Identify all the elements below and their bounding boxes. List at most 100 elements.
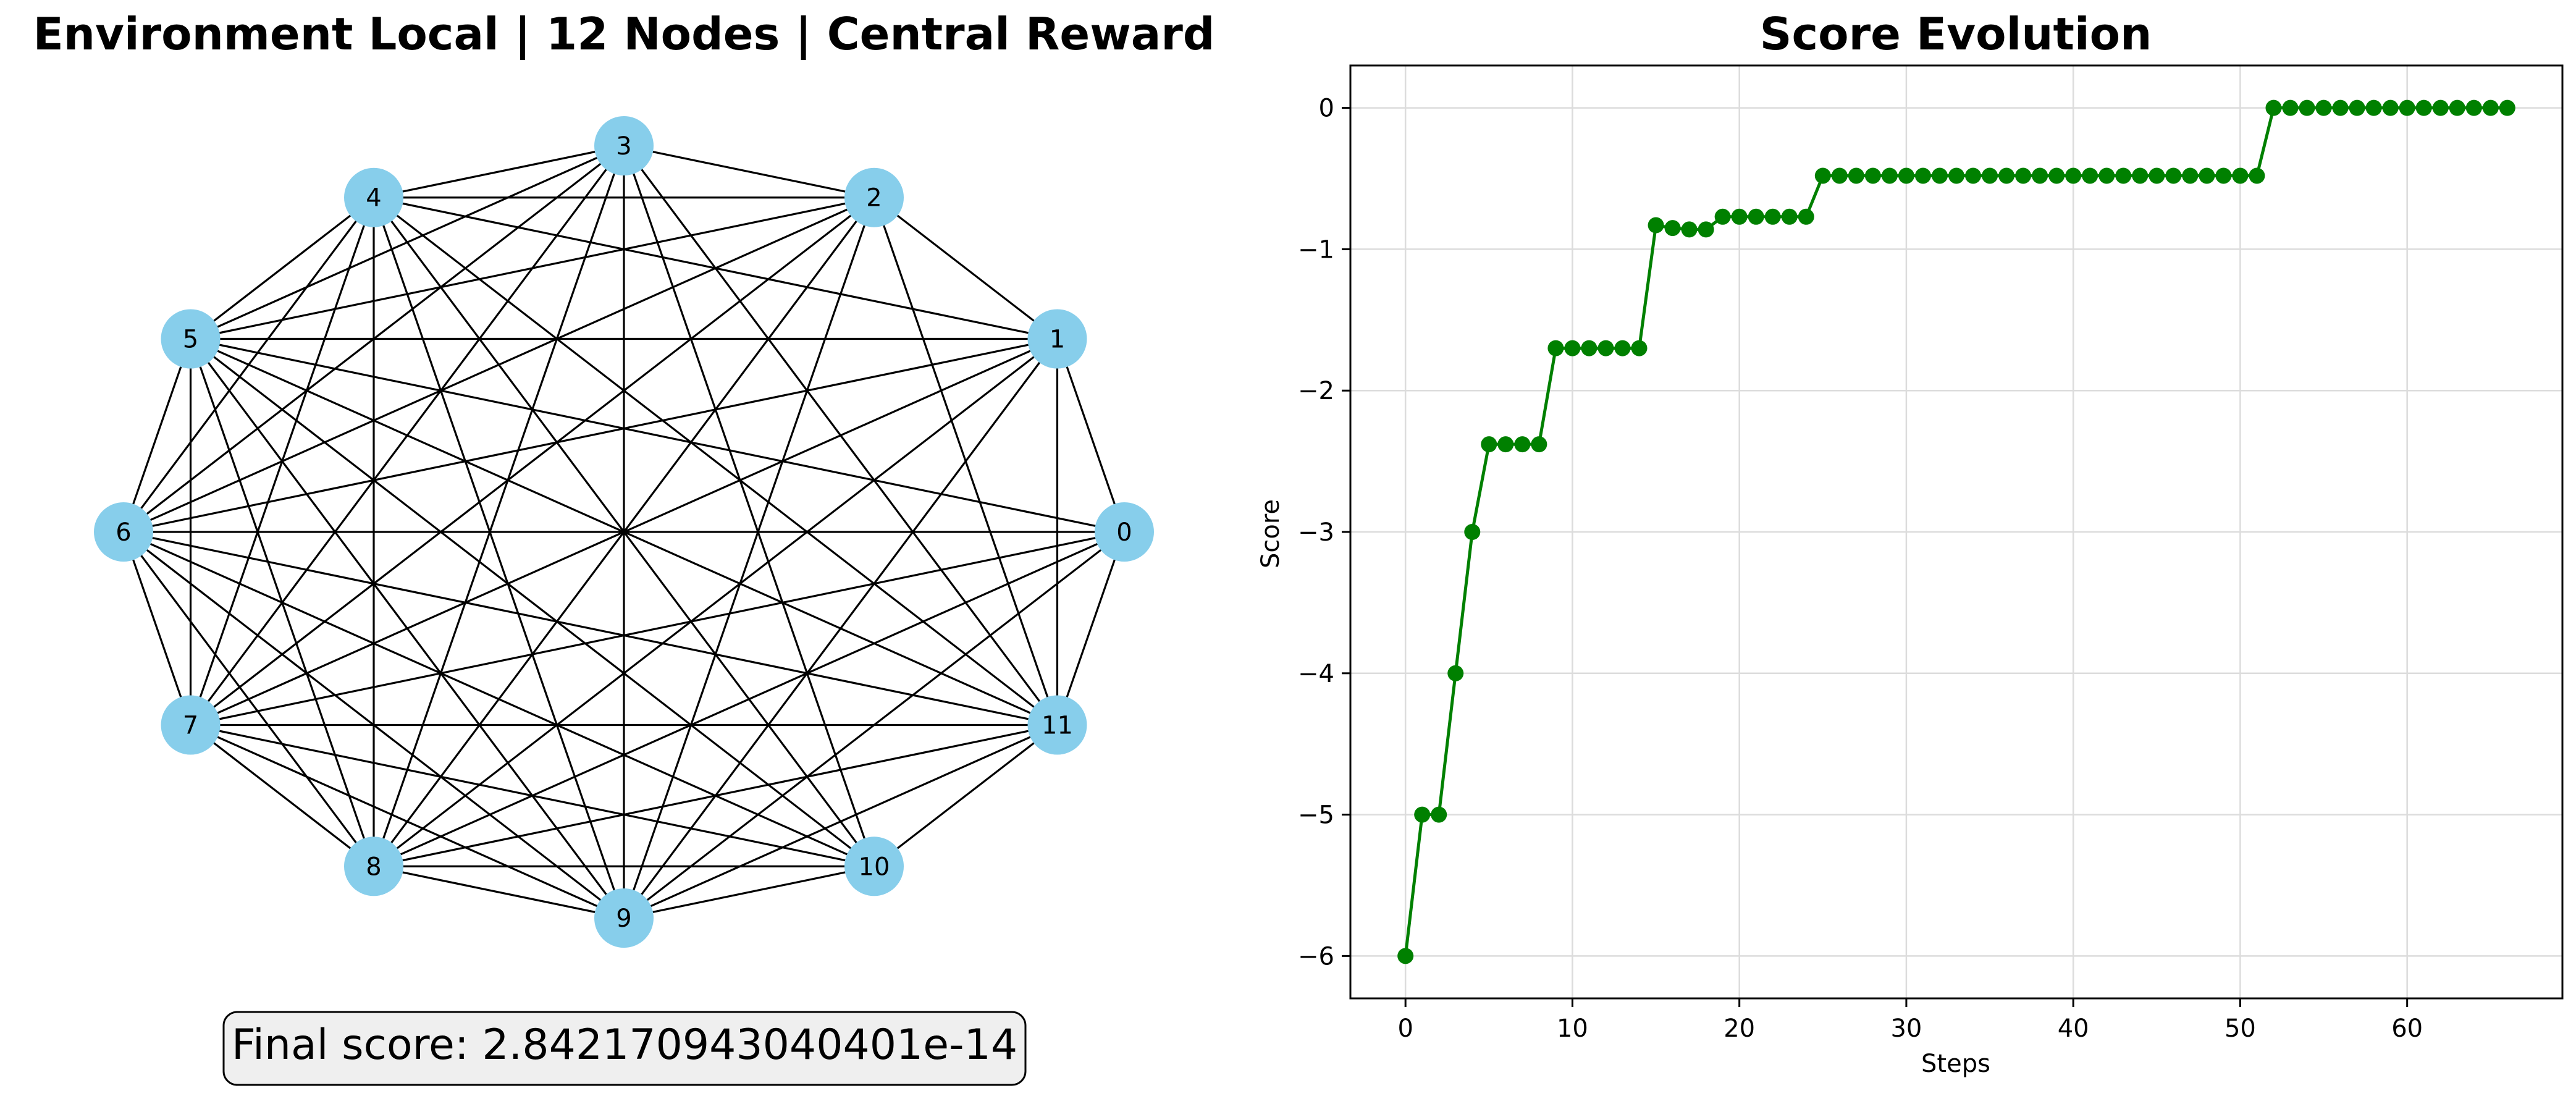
network-edge-2-11 <box>873 197 1058 726</box>
network-edge-1-2 <box>873 196 1058 340</box>
network-edge-5-10 <box>190 338 875 867</box>
data-point <box>2115 167 2132 184</box>
y-tick-label: −3 <box>1298 518 1334 547</box>
data-point <box>1581 340 1597 356</box>
network-edges <box>122 145 1126 919</box>
node-label: 8 <box>366 853 381 881</box>
network-node-4: 4 <box>344 167 403 227</box>
data-point <box>1614 340 1631 356</box>
network-edge-7-10 <box>190 723 875 867</box>
node-circle <box>1027 309 1087 369</box>
x-tick-label: 20 <box>1724 1014 1755 1043</box>
network-edge-4-11 <box>373 196 1058 726</box>
data-point <box>1681 221 1698 238</box>
network-edge-3-10 <box>623 145 875 867</box>
data-point <box>1731 208 1748 225</box>
network-panel: Environment Local | 12 Nodes | Central R… <box>33 8 1215 1086</box>
network-edge-3-4 <box>373 145 625 199</box>
node-label: 10 <box>859 853 890 881</box>
network-node-11: 11 <box>1027 695 1087 755</box>
network-node-3: 3 <box>594 116 654 175</box>
network-edge-6-11 <box>123 531 1058 727</box>
network-edge-2-9 <box>623 197 875 919</box>
node-circle <box>161 309 221 369</box>
data-point <box>2032 167 2048 184</box>
data-point <box>2065 167 2082 184</box>
network-node-9: 9 <box>594 888 654 948</box>
data-point <box>1414 806 1431 823</box>
data-point <box>1914 167 1931 184</box>
network-edge-0-5 <box>190 337 1125 533</box>
network-edge-7-9 <box>190 724 625 919</box>
node-circle <box>94 502 153 562</box>
data-point <box>2299 99 2315 116</box>
network-edge-5-9 <box>190 338 625 919</box>
network-edge-0-7 <box>190 531 1125 727</box>
data-point <box>2165 167 2182 184</box>
node-label: 3 <box>616 132 631 161</box>
data-point <box>2399 99 2415 116</box>
chart-grid <box>1350 65 2562 998</box>
data-point <box>2332 99 2349 116</box>
node-circle <box>1095 502 1154 562</box>
network-edge-5-11 <box>190 338 1058 726</box>
data-point <box>2149 167 2165 184</box>
network-edge-9-11 <box>623 724 1058 919</box>
data-point <box>1631 340 1648 356</box>
data-point <box>2349 99 2365 116</box>
data-point <box>2199 167 2215 184</box>
data-point <box>1965 167 1982 184</box>
data-point <box>2215 167 2232 184</box>
y-tick-label: −1 <box>1298 235 1334 264</box>
x-tick-label: 50 <box>2225 1014 2256 1043</box>
data-point <box>1431 806 1447 823</box>
data-point <box>1597 340 1614 356</box>
network-edge-4-9 <box>373 197 625 919</box>
node-label: 11 <box>1042 712 1073 740</box>
data-point <box>1564 340 1581 356</box>
data-point <box>2382 99 2399 116</box>
y-tick-label: 0 <box>1319 95 1334 123</box>
network-edge-8-9 <box>373 865 625 919</box>
data-point <box>1648 217 1664 234</box>
data-point <box>2082 167 2098 184</box>
data-point <box>2048 167 2065 184</box>
chart-title: Score Evolution <box>1760 8 2152 60</box>
data-point <box>1481 436 1497 453</box>
network-edge-1-6 <box>123 337 1058 533</box>
x-tick-label: 60 <box>2391 1014 2423 1043</box>
x-tick-label: 0 <box>1397 1014 1413 1043</box>
network-title: Environment Local | 12 Nodes | Central R… <box>33 8 1215 61</box>
data-point <box>2249 167 2265 184</box>
node-label: 4 <box>366 184 381 213</box>
plot-frame <box>1349 64 2564 1000</box>
network-edge-1-8 <box>373 338 1058 867</box>
data-point <box>1547 340 1564 356</box>
network-edge-0-11 <box>1056 531 1126 726</box>
data-point <box>1814 167 1831 184</box>
chart-series <box>1397 99 2515 964</box>
node-circle <box>161 695 221 755</box>
node-circle <box>594 888 654 948</box>
data-point <box>1898 167 1914 184</box>
data-point <box>2499 99 2515 116</box>
y-tick-label: −2 <box>1298 377 1334 405</box>
data-point <box>1447 665 1464 681</box>
y-tick-label: −6 <box>1298 942 1334 971</box>
node-circle <box>1027 695 1087 755</box>
data-point <box>1497 436 1514 453</box>
y-tick-label: −5 <box>1298 801 1334 830</box>
network-node-10: 10 <box>844 837 904 896</box>
node-label: 5 <box>183 326 198 354</box>
data-point <box>1948 167 1964 184</box>
network-edge-6-10 <box>123 531 875 867</box>
network-edge-3-8 <box>373 145 625 867</box>
data-point <box>1881 167 1898 184</box>
node-label: 2 <box>866 184 882 213</box>
node-label: 6 <box>116 518 131 547</box>
network-node-5: 5 <box>161 309 221 369</box>
node-label: 0 <box>1116 518 1132 547</box>
x-tick-label: 30 <box>1890 1014 1922 1043</box>
data-point <box>1514 436 1531 453</box>
data-point <box>2282 99 2299 116</box>
